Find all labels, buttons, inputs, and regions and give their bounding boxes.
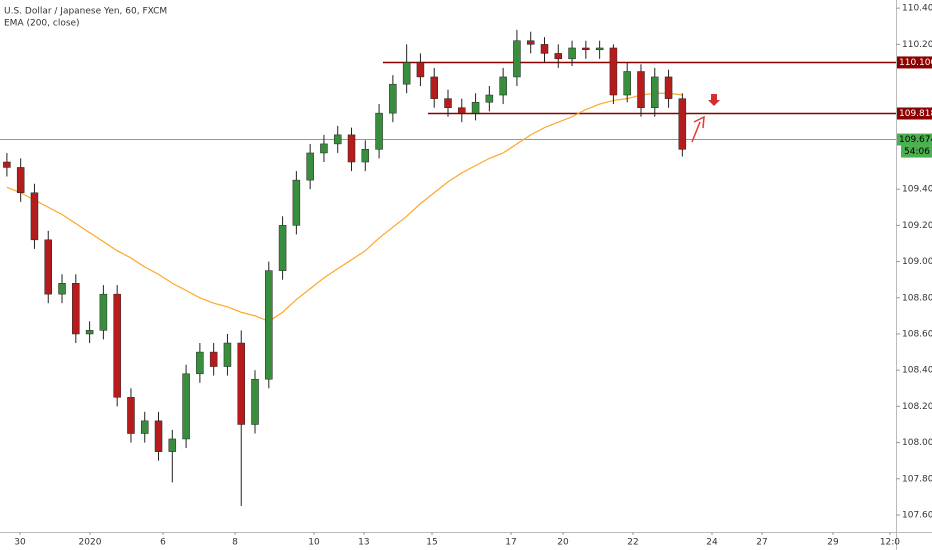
candle-body [223, 342, 232, 367]
x-tick-label: 8 [232, 538, 238, 548]
countdown: 54:06 [904, 147, 930, 157]
candle-body [168, 438, 177, 452]
x-tick-label: 15 [426, 538, 437, 548]
x-tick-label: 29 [827, 538, 839, 548]
chart-title: U.S. Dollar / Japanese Yen, 60, FXCM [4, 7, 167, 17]
candle-body [44, 239, 52, 295]
candle-body [458, 107, 466, 114]
candle-body [209, 351, 218, 367]
candle-body [140, 420, 149, 434]
candle-body [416, 62, 425, 78]
candle-body [58, 283, 66, 295]
y-tick-label: 109.400 [902, 185, 932, 195]
candle-body [485, 94, 494, 103]
candle-body [85, 330, 94, 335]
candle-body [237, 342, 245, 425]
x-tick-label: 24 [706, 538, 718, 548]
candle-body [526, 40, 535, 45]
x-tick-label: 6 [160, 538, 166, 548]
candle-body [568, 47, 576, 60]
candle-body [513, 40, 521, 78]
x-tick-label: 22 [627, 538, 638, 548]
candle-body [292, 179, 301, 226]
y-tick-label: 108.000 [902, 438, 932, 448]
candle-body [444, 98, 452, 108]
candle-body [306, 152, 314, 181]
ema-legend: EMA (200, close) [4, 19, 80, 29]
candle-body [30, 192, 39, 241]
ema-line [6, 92, 683, 322]
candle-body [196, 351, 204, 375]
candle-body [609, 47, 618, 96]
y-tick-label: 109.200 [902, 221, 932, 231]
candle-body [595, 47, 604, 51]
candle-body [333, 134, 342, 145]
x-tick-label: 27 [756, 538, 767, 548]
candle-body [278, 225, 287, 271]
y-tick-label: 108.600 [902, 329, 932, 339]
candle-body [251, 378, 259, 425]
up-arrow-head [693, 115, 705, 129]
price-label: 109.818 [899, 109, 932, 119]
candle-body [127, 397, 135, 434]
up-arrow [691, 121, 701, 143]
candle-body [471, 102, 480, 114]
candle-body [3, 161, 11, 168]
candle-body [664, 76, 673, 99]
candle-body [320, 143, 328, 154]
candle-body [182, 373, 190, 440]
candle-body [99, 293, 108, 331]
y-tick-label: 108.200 [902, 402, 932, 412]
candle-body [554, 53, 563, 60]
y-tick-label: 107.800 [902, 474, 932, 484]
y-tick-label: 110.200 [902, 40, 932, 50]
y-tick-label: 108.400 [902, 366, 932, 376]
price-label-bg [897, 133, 932, 146]
candle-body [375, 112, 383, 150]
x-tick-label: 2020 [79, 538, 102, 548]
y-tick-label: 110.400 [902, 4, 932, 14]
candle-body [16, 167, 25, 194]
down-arrow [708, 94, 720, 106]
x-tick-label: 17 [505, 538, 516, 548]
candle-body [361, 149, 370, 163]
candle-body [347, 134, 356, 163]
candle-body [499, 76, 507, 96]
candle-body [113, 293, 121, 398]
candle-body [430, 76, 438, 99]
x-tick-label: 20 [557, 538, 569, 548]
candle-body [540, 44, 549, 54]
candle-body [623, 71, 631, 96]
y-tick-label: 109.000 [902, 257, 932, 267]
candle-body [402, 62, 411, 85]
candle-body [637, 71, 645, 108]
price-label-bg [897, 56, 932, 69]
price-label-bg [897, 107, 932, 120]
candle-body [72, 283, 80, 335]
x-tick-label: 10 [308, 538, 320, 548]
y-tick-label: 108.800 [902, 293, 932, 303]
candle-body [678, 98, 687, 150]
countdown-bg [901, 145, 932, 158]
y-tick-label: 107.600 [902, 510, 932, 520]
x-tick-label: 13 [358, 538, 369, 548]
price-label: 109.674 [899, 135, 932, 145]
candle-body [582, 47, 590, 51]
candle-body [265, 270, 273, 380]
plot [0, 29, 896, 506]
x-tick-label: 12:0 [880, 538, 900, 548]
candle-body [389, 83, 397, 114]
candle-body [154, 420, 163, 452]
x-tick-label: 30 [14, 538, 26, 548]
price-label: 110.100 [899, 58, 932, 68]
candle-body [651, 76, 659, 108]
